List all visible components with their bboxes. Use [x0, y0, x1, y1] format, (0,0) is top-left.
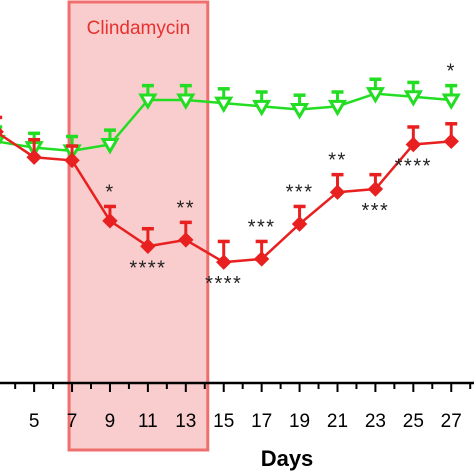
data-point: [100, 138, 120, 155]
significance-label: ****: [129, 257, 166, 279]
data-point: [443, 133, 459, 150]
data-point: [327, 99, 348, 117]
significance-label: ***: [248, 216, 276, 238]
data-point: [138, 93, 158, 110]
x-tick-label: 23: [365, 411, 386, 432]
x-tick-label: 13: [175, 411, 196, 432]
x-tick-label: 21: [327, 411, 348, 432]
x-tick-label: 7: [67, 411, 78, 432]
x-tick-label: 5: [29, 411, 40, 432]
series-2: **************************: [0, 115, 459, 295]
significance-label: ***: [286, 181, 314, 203]
data-point: [214, 96, 234, 114]
data-point: [253, 251, 270, 267]
data-point: [64, 152, 80, 169]
significance-label: **: [328, 150, 347, 172]
data-point: [405, 136, 422, 153]
data-point: [216, 254, 232, 270]
x-tick-label: 27: [441, 411, 462, 432]
data-point: [252, 99, 272, 117]
data-point: [178, 232, 194, 248]
data-point: [441, 93, 461, 110]
significance-label: **: [177, 197, 196, 219]
significance-label: ***: [361, 200, 389, 222]
data-point: [102, 213, 118, 229]
data-point: [403, 90, 423, 107]
significance-label: ****: [205, 273, 242, 295]
data-point: [0, 134, 6, 145]
x-axis-title: Days: [261, 446, 314, 471]
data-point: [365, 87, 386, 104]
significance-label: ****: [395, 156, 432, 178]
clindamycin-label: Clindamycin: [87, 18, 190, 39]
x-tick-label: 11: [138, 411, 158, 432]
x-tick-label: 19: [289, 411, 310, 432]
data-point: [289, 103, 310, 120]
data-point: [176, 93, 196, 110]
data-point: [367, 181, 384, 197]
series-layer: ***************************: [0, 61, 461, 295]
data-point: [0, 127, 4, 136]
significance-label: *: [447, 61, 456, 83]
x-tick-label: 15: [213, 411, 234, 432]
x-axis-ticks: 5 7 9 11 13 15 17 19 21 23 25 27: [14, 383, 472, 432]
data-point: [26, 149, 42, 165]
x-tick-label: 25: [403, 411, 424, 432]
x-tick-label: 17: [251, 411, 272, 432]
data-point: [140, 238, 156, 254]
data-point: [329, 184, 346, 200]
x-tick-label: 9: [105, 411, 116, 432]
data-point: [291, 216, 308, 232]
significance-label: *: [105, 181, 114, 203]
